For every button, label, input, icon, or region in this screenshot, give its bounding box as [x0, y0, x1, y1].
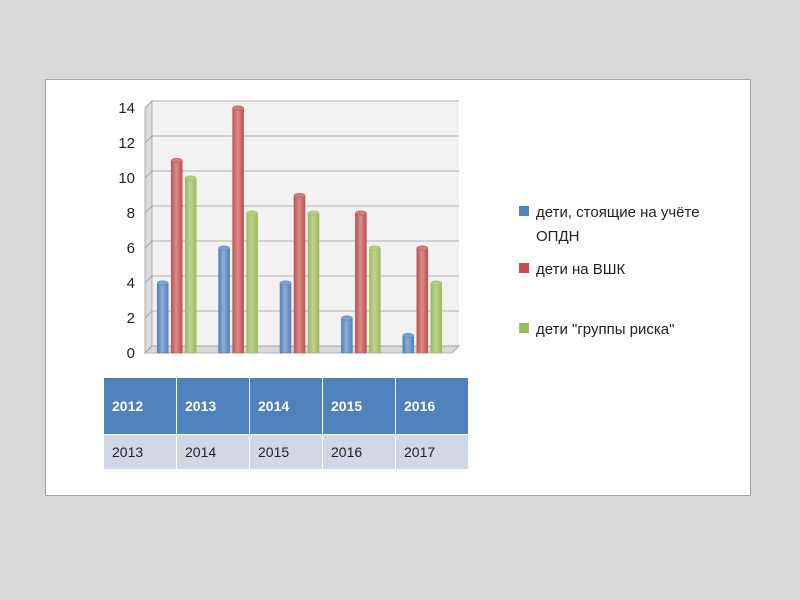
- table-header-cell: 2014: [249, 377, 323, 435]
- bar-3-2012: [184, 177, 197, 354]
- y-tick-label: 4: [127, 275, 135, 292]
- table-cell: 2014: [176, 434, 250, 470]
- bar-top-3-2015: [369, 245, 381, 251]
- bar-top-3-2013: [246, 210, 258, 216]
- bar-1-2016: [402, 335, 415, 354]
- table-cell: 2013: [103, 434, 177, 470]
- chart-side-wall: [144, 100, 153, 354]
- bar-3-2016: [430, 282, 443, 354]
- y-axis-ticks: 0 2 4 6 8 10 12 14: [118, 100, 135, 362]
- bar-3-2014: [307, 212, 320, 354]
- legend-swatch-2: [519, 263, 529, 273]
- bar-top-3-2012: [184, 175, 197, 181]
- bar-top-2-2012: [170, 158, 183, 163]
- table-header-row: 2012 2013 2014 2015 2016: [103, 377, 469, 435]
- legend-swatch-1: [519, 206, 529, 216]
- legend-swatch-3: [519, 323, 529, 333]
- bar-1-2012: [156, 282, 169, 354]
- bar-2-2013: [232, 107, 244, 354]
- legend-label-1: ОПДН: [536, 228, 579, 245]
- table-cell: 2017: [395, 434, 469, 470]
- chart-bars: [156, 105, 443, 354]
- table-header-cell: 2015: [322, 377, 396, 435]
- table-cell: 2016: [322, 434, 396, 470]
- table-cell: 2015: [249, 434, 323, 470]
- bar-top-1-2013: [218, 245, 230, 251]
- bar-top-2-2015: [355, 210, 367, 216]
- table-header-cell: 2016: [395, 377, 469, 435]
- y-tick-label: 12: [118, 135, 135, 152]
- bar-3-2015: [369, 247, 381, 354]
- bar-top-3-2014: [307, 210, 320, 216]
- bar-top-1-2015: [341, 315, 353, 321]
- bar-2-2016: [416, 247, 429, 354]
- bar-3-2013: [246, 212, 258, 354]
- bar-top-1-2012: [156, 280, 169, 286]
- bar-1-2014: [279, 282, 292, 354]
- bar-1-2013: [218, 247, 230, 354]
- bar-2-2012: [170, 160, 183, 354]
- bar-top-2-2013: [232, 105, 244, 111]
- legend-label-2: дети на ВШК: [536, 261, 626, 278]
- bar-top-3-2016: [430, 280, 443, 286]
- year-table: 2012 2013 2014 2015 2016 2013 2014 2015 …: [103, 377, 469, 470]
- legend-label-1: дети, стоящие на учёте: [536, 204, 700, 221]
- gridline: [144, 205, 459, 214]
- bar-top-1-2016: [402, 333, 415, 338]
- y-tick-label: 8: [127, 205, 135, 222]
- y-tick-label: 0: [127, 345, 135, 362]
- gridline: [144, 100, 459, 109]
- y-tick-label: 14: [118, 100, 135, 117]
- table-row: 2013 2014 2015 2016 2017: [103, 434, 469, 470]
- legend: дети, стоящие на учёте ОПДН дети на ВШК дет…: [519, 204, 700, 338]
- legend-label-3: дети "группы риска": [536, 321, 674, 338]
- bar-2-2015: [355, 212, 367, 354]
- y-tick-label: 6: [127, 240, 135, 257]
- y-tick-label: 2: [127, 310, 135, 327]
- gridline: [144, 170, 459, 179]
- y-tick-label: 10: [118, 170, 135, 187]
- bar-top-2-2016: [416, 245, 429, 251]
- gridline: [144, 135, 459, 144]
- bar-1-2015: [341, 317, 353, 354]
- bar-top-1-2014: [279, 280, 292, 286]
- bar-2-2014: [293, 195, 306, 354]
- bar-top-2-2014: [293, 193, 306, 198]
- table-header-cell: 2012: [103, 377, 177, 435]
- table-header-cell: 2013: [176, 377, 250, 435]
